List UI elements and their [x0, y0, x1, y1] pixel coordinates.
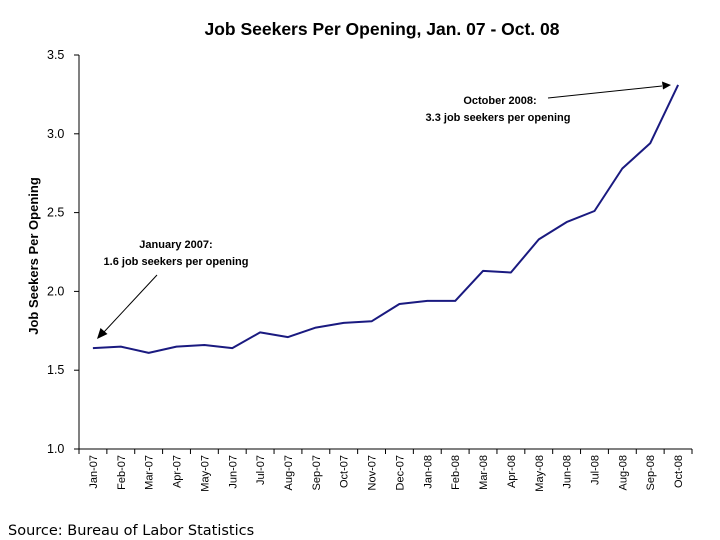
annotation-october-2008-arrow: [547, 85, 663, 99]
series-line: [92, 84, 680, 354]
x-tick-label: Apr-08: [506, 455, 518, 488]
y-tick-label: 1.0: [47, 442, 64, 456]
x-tick-label: Feb-07: [116, 455, 128, 490]
x-tick-label: Jun-07: [227, 455, 239, 489]
x-tick-label: Aug-08: [617, 455, 629, 490]
source-note: Source: Bureau of Labor Statistics: [8, 523, 254, 539]
x-tick-label: Jan-08: [422, 455, 434, 489]
annotation-january-2007-line1: January 2007:: [139, 239, 212, 251]
x-tick-label: Apr-07: [172, 455, 184, 488]
x-tick-label: Jul-07: [255, 455, 267, 485]
y-tick-label: 1.5: [47, 363, 64, 377]
x-tick-label: Mar-08: [478, 455, 490, 490]
x-tick-label: Oct-07: [339, 455, 351, 488]
y-tick-label: 3.0: [47, 127, 64, 141]
x-tick-label: Mar-07: [144, 455, 156, 490]
y-tick-label: 2.5: [47, 206, 64, 220]
x-tick-label: Jun-08: [562, 455, 574, 489]
annotation-january-2007-arrowhead: [97, 328, 108, 339]
x-tick-label: Sep-08: [645, 455, 657, 490]
annotation-october-2008-arrowhead: [662, 81, 671, 90]
x-tick-label: May-07: [199, 455, 211, 492]
y-axis-ticks: 1.0 1.5 2.0 2.5 3.0 3.5: [47, 48, 79, 456]
y-axis-label: Job Seekers Per Opening: [26, 177, 41, 335]
annotation-october-2008-line2: 3.3 job seekers per opening: [426, 112, 571, 124]
x-tick-label: Jan-07: [88, 455, 100, 489]
x-axis-ticks: Jan-07 Feb-07 Mar-07 Apr-07 May-07 Jun-07 Jul-…: [78, 449, 693, 492]
chart-title: Job Seekers Per Opening, Jan. 07 - Oct. …: [204, 19, 559, 39]
y-tick-label: 3.5: [47, 48, 64, 62]
annotation-october-2008-line1: October 2008:: [463, 95, 536, 107]
x-tick-label: Feb-08: [450, 455, 462, 490]
y-tick-label: 2.0: [47, 284, 64, 298]
annotation-january-2007-line2: 1.6 job seekers per opening: [104, 256, 249, 268]
x-tick-label: May-08: [534, 455, 546, 492]
x-tick-label: Aug-07: [283, 455, 295, 490]
annotation-january-2007-arrow: [103, 274, 158, 333]
x-tick-label: Dec-07: [394, 455, 406, 490]
x-tick-label: Nov-07: [367, 455, 379, 490]
x-tick-label: Jul-08: [589, 455, 601, 485]
x-tick-label: Sep-07: [311, 455, 323, 490]
x-tick-label: Oct-08: [673, 455, 685, 488]
